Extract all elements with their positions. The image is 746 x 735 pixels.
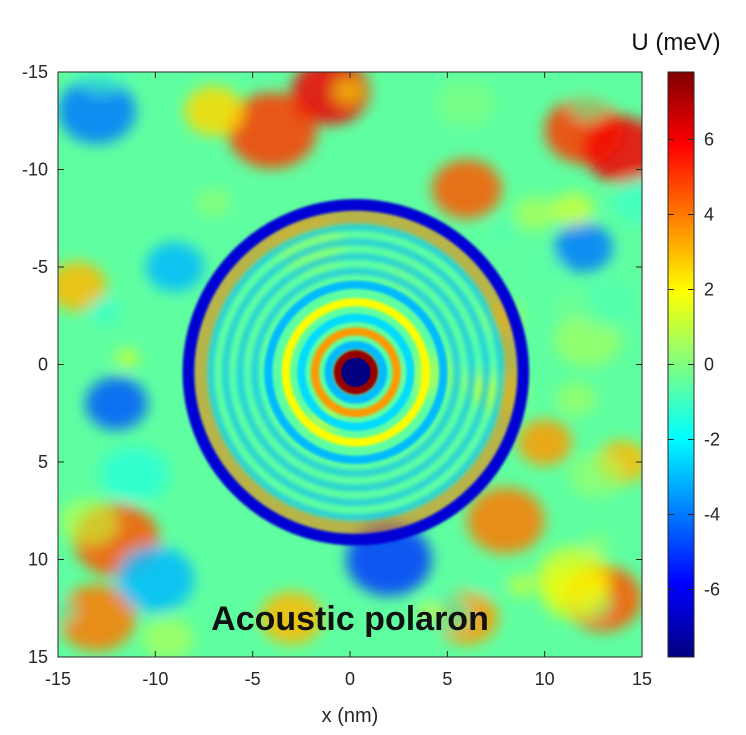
heatmap-blob — [141, 617, 194, 657]
x-tick-label: -10 — [142, 669, 168, 689]
heatmap-blob — [184, 86, 243, 136]
heatmap-blob — [58, 261, 107, 312]
heatmap-blob — [551, 192, 595, 227]
heatmap-blob — [436, 80, 495, 127]
colorbar-tick-label: 4 — [704, 205, 714, 225]
heatmap-blob — [334, 79, 364, 103]
colorbar-ticks: 6 4 2 0 -2 -4 -6 — [668, 130, 720, 600]
y-tick-label: 5 — [38, 452, 48, 472]
heatmap-blob — [577, 280, 637, 328]
x-tick-label: -15 — [45, 669, 71, 689]
y-tick-label: -10 — [22, 160, 48, 180]
heatmap-blob — [536, 546, 611, 606]
colorbar-tick-label: -6 — [704, 580, 720, 600]
heatmap-ring — [324, 340, 388, 404]
heatmap-blob — [555, 290, 591, 320]
y-tick-label: -15 — [22, 62, 48, 82]
heatmap-ring — [222, 238, 490, 507]
heatmap-ring — [310, 327, 401, 418]
heatmap-blob — [58, 584, 136, 652]
heatmap-blob — [431, 159, 502, 219]
heatmap-blob — [58, 595, 78, 626]
heatmap-blob — [517, 419, 572, 466]
chart-annotation: Acoustic polaron — [211, 600, 489, 638]
heatmap-ring — [190, 206, 522, 538]
colorbar-tick-label: 0 — [704, 355, 714, 375]
heatmap-blobs — [58, 72, 642, 657]
x-tick-label: 10 — [535, 669, 555, 689]
heatmap-ring — [251, 267, 461, 477]
heatmap-ring — [281, 298, 431, 447]
x-tick-label: -5 — [245, 669, 261, 689]
y-tick-label: 10 — [28, 550, 48, 570]
heatmap-blob — [87, 297, 119, 323]
x-axis-ticks: -15 -10 -5 0 5 10 15 — [45, 72, 652, 689]
y-axis-ticks: -15 -10 -5 0 5 10 15 — [22, 62, 642, 667]
colorbar-tick-label: 2 — [704, 280, 714, 300]
heatmap-blob — [555, 382, 597, 416]
heatmap-blob — [466, 487, 545, 554]
heatmap-blob — [75, 72, 130, 95]
heatmap-blob — [569, 452, 626, 498]
x-tick-label: 0 — [345, 669, 355, 689]
colorbar-title: U (meV) — [631, 29, 720, 56]
heatmap-ring — [297, 313, 415, 431]
colorbar-tick-label: -4 — [704, 505, 720, 525]
heatmap-blob — [227, 92, 317, 169]
heatmap-blob — [100, 446, 169, 502]
x-axis-label: x (nm) — [322, 705, 379, 727]
heatmap-blob — [612, 178, 642, 223]
colorbar-tick-label: 6 — [704, 130, 714, 150]
x-tick-label: 5 — [442, 669, 452, 689]
heatmap-blob — [145, 242, 204, 292]
heatmap-blob — [507, 573, 537, 597]
heatmap-blob — [531, 253, 563, 279]
heatmap-ring — [182, 199, 530, 546]
heatmap-blob — [470, 575, 498, 597]
heatmap-blob — [260, 591, 323, 645]
heatmap-blob — [116, 545, 195, 613]
heatmap-blob — [490, 223, 515, 243]
heatmap-plot-area — [58, 72, 642, 657]
y-tick-label: -5 — [32, 257, 48, 277]
heatmap-blob — [583, 116, 642, 184]
heatmap-blob — [554, 222, 613, 273]
heatmap-blob — [58, 77, 136, 145]
heatmap-center — [341, 357, 371, 387]
heatmap-rings — [182, 199, 530, 546]
heatmap-blob — [115, 348, 139, 368]
heatmap-blob — [417, 601, 443, 622]
heatmap-ring — [236, 253, 476, 492]
y-tick-label: 0 — [38, 355, 48, 375]
y-tick-label: 15 — [28, 647, 48, 667]
heatmap-blob — [567, 87, 610, 121]
heatmap-blob — [513, 196, 557, 231]
heatmap-blob — [196, 188, 231, 216]
heatmap-blob — [85, 377, 148, 430]
heatmap-blob — [59, 498, 118, 546]
colorbar-tick-label: -2 — [704, 430, 720, 450]
x-tick-label: 15 — [632, 669, 652, 689]
heatmap-ring — [207, 223, 505, 521]
heatmap-ring — [264, 280, 448, 464]
